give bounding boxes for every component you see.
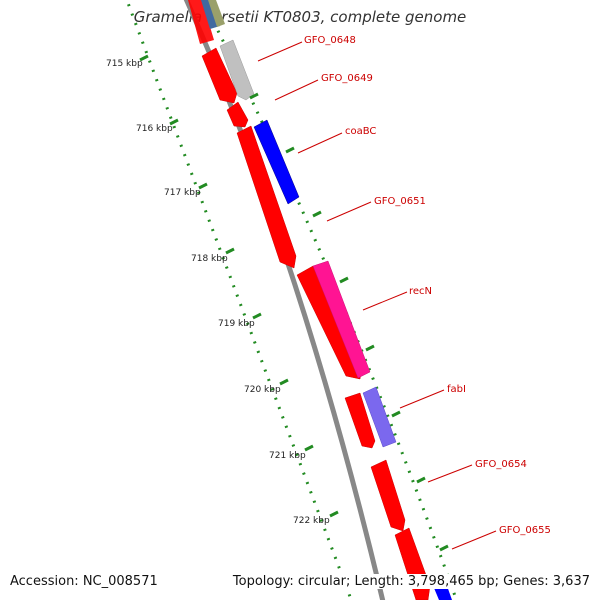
tick-label-721: 721 kbp bbox=[269, 451, 306, 461]
tick-label-722: 722 kbp bbox=[293, 516, 330, 526]
gene-label-GFO_0651[interactable]: GFO_0651 bbox=[374, 196, 426, 207]
leader-GFO_0648 bbox=[257, 41, 303, 62]
tick-label-719: 719 kbp bbox=[218, 319, 255, 329]
gene-label-recN[interactable]: recN bbox=[409, 286, 432, 297]
leader-GFO_0655 bbox=[451, 530, 497, 550]
accession-text: Accession: NC_008571 bbox=[8, 574, 160, 589]
gene-recN-arrow[interactable] bbox=[312, 260, 371, 379]
leader-GFO_0649 bbox=[274, 79, 319, 101]
tick-label-720: 720 kbp bbox=[244, 385, 281, 395]
leader-fabI bbox=[399, 389, 445, 409]
partial-top-features bbox=[188, 0, 225, 44]
gene-GFO_0649-arrow[interactable] bbox=[201, 47, 238, 104]
tick-label-718: 718 kbp bbox=[191, 254, 228, 264]
gene-GFO_0651-arrow[interactable] bbox=[236, 125, 297, 269]
tick-label-715: 715 kbp bbox=[106, 59, 143, 69]
gene-fabI-arrow[interactable] bbox=[362, 386, 397, 448]
gene-label-coaBC[interactable]: coaBC bbox=[345, 126, 376, 137]
gene-label-GFO_0654[interactable]: GFO_0654 bbox=[475, 459, 527, 470]
gene-red-arrow-5[interactable] bbox=[344, 392, 376, 449]
leader-GFO_0651 bbox=[326, 201, 372, 222]
gene-label-GFO_0649[interactable]: GFO_0649 bbox=[321, 73, 373, 84]
tick-marks-right bbox=[249, 92, 449, 552]
gene-label-GFO_0648[interactable]: GFO_0648 bbox=[304, 35, 356, 46]
leader-coaBC bbox=[297, 132, 343, 154]
genome-backbone bbox=[183, 0, 386, 600]
gene-GFO_0655-arrow[interactable] bbox=[394, 527, 431, 600]
genome-summary-text: Topology: circular; Length: 3,798,465 bp… bbox=[230, 574, 592, 589]
tick-dotted-line-left bbox=[125, 0, 353, 600]
leader-recN bbox=[362, 291, 408, 311]
gene-label-GFO_0655[interactable]: GFO_0655 bbox=[499, 525, 551, 536]
gene-red-arrow-2[interactable] bbox=[226, 101, 249, 128]
tick-marks-left bbox=[139, 54, 339, 518]
tick-label-716: 716 kbp bbox=[136, 124, 173, 134]
gene-coaBC-arrow[interactable] bbox=[253, 119, 300, 205]
tick-label-717: 717 kbp bbox=[164, 188, 201, 198]
gene-label-fabI[interactable]: fabI bbox=[447, 384, 466, 395]
gene-GFO_0654-arrow[interactable] bbox=[370, 459, 406, 532]
leader-GFO_0654 bbox=[427, 464, 473, 483]
